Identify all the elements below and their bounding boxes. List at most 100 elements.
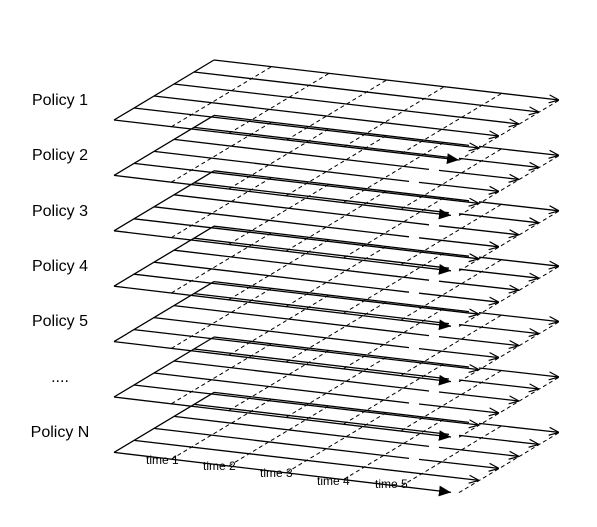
plane-7-stream-4-tail	[438, 446, 519, 456]
plane-1-time-divider-4	[343, 86, 445, 148]
plane-7-time-divider-1	[171, 398, 272, 460]
plane-6-left-edge	[113, 336, 215, 398]
plane-3-time-divider-3	[286, 190, 387, 252]
plane-4-time-divider-5	[401, 259, 502, 321]
plane-4-time-divider-2	[228, 239, 330, 301]
plane-4-time-divider-1	[171, 232, 272, 294]
time-label-5: time 5	[375, 477, 408, 491]
plane-5-time-divider-2	[228, 294, 330, 356]
time-label-2: time 2	[203, 459, 236, 473]
plane-2-stream-5	[193, 126, 450, 159]
plane-7-stream-1	[113, 451, 452, 497]
time-label-1: time 1	[146, 453, 179, 467]
plane-4-stream-4-tail	[438, 280, 519, 290]
plane-4-stream-6	[213, 225, 470, 257]
plane-6-stream-6-tail	[478, 367, 559, 377]
plane-1-time-divider-3	[286, 79, 387, 141]
plane-5-stream-3-tail	[418, 347, 499, 358]
plane-5-time-divider-3	[286, 301, 387, 363]
plane-1-time-divider-5	[401, 93, 502, 154]
plane-6-stream-4-tail	[438, 391, 519, 401]
plane-2-stream-3-tail	[418, 181, 499, 191]
plane-7-stream-5	[193, 403, 450, 436]
policy-label-2: Policy 2	[31, 147, 89, 164]
plane-1-time-divider-2	[228, 72, 330, 134]
plane-2-time-divider-1	[171, 121, 272, 183]
plane-1-time-divider-1	[171, 66, 272, 128]
plane-7-stream-6	[213, 391, 470, 424]
plane-5-stream-4	[173, 304, 430, 337]
plane-4-stream-3-tail	[418, 292, 499, 302]
time-label-3: time 3	[260, 466, 293, 480]
plane-2-time-divider-5	[401, 148, 502, 210]
plane-6-stream-1	[113, 396, 452, 441]
plane-6-time-divider-1	[171, 343, 272, 405]
plane-1-left-edge	[113, 59, 215, 121]
policy-label-ellipsis: ....	[51, 369, 69, 386]
plane-3-stream-1	[113, 230, 452, 275]
plane-1-stream-3	[153, 95, 499, 136]
plane-1-stream-6	[213, 59, 559, 100]
policy-label-n: Policy N	[30, 424, 90, 441]
plane-7-time-divider-2	[228, 405, 330, 467]
plane-3-time-divider-6	[458, 210, 560, 272]
plane-4-stream-6-tail	[478, 256, 559, 266]
plane-6-stream-5	[193, 348, 450, 380]
plane-7-time-divider-3	[286, 412, 387, 473]
plane-4-stream-5-tail	[458, 268, 539, 278]
plane-2-stream-5-tail	[458, 157, 539, 167]
plane-5-time-divider-5	[401, 314, 502, 376]
plane-7-time-divider-4	[343, 418, 445, 480]
plane-4-time-divider-3	[286, 245, 387, 307]
plane-3-time-divider-2	[228, 183, 330, 245]
plane-3-stream-6	[213, 170, 470, 202]
plane-7-time-divider-6	[458, 432, 560, 494]
plane-4-time-divider-6	[458, 265, 560, 327]
plane-2-time-divider-4	[343, 141, 445, 203]
plane-4-time-divider-4	[343, 252, 445, 314]
plane-6-stream-5-tail	[458, 379, 539, 389]
plane-2-time-divider-6	[458, 155, 560, 217]
plane-7-time-divider-5	[401, 425, 502, 487]
plane-5-stream-5	[193, 292, 450, 325]
plane-2-stream-3	[153, 150, 410, 183]
plane-4-stream-4	[173, 249, 430, 281]
plane-4-stream-1	[113, 285, 452, 331]
plane-3-stream-5	[193, 182, 450, 214]
plane-5-stream-3	[153, 316, 410, 349]
plane-7-stream-3-tail	[418, 458, 499, 468]
plane-5-time-divider-1	[171, 287, 272, 349]
plane-2-stream-1	[113, 174, 452, 220]
plane-3-stream-6-tail	[478, 201, 559, 211]
plane-6-stream-3	[153, 372, 410, 404]
policy-label-3: Policy 3	[31, 203, 89, 220]
plane-7-left-edge	[113, 391, 215, 453]
plane-5-stream-6	[213, 280, 470, 313]
plane-3-stream-4-tail	[438, 225, 519, 235]
plane-5-stream-1	[113, 340, 452, 386]
plane-3-stream-3	[153, 206, 410, 238]
plane-3-stream-3-tail	[418, 237, 499, 247]
policy-label-4: Policy 4	[31, 258, 89, 275]
plane-7-stream-6-tail	[478, 422, 559, 432]
plane-7-stream-5-tail	[458, 434, 539, 444]
policy-label-1: Policy 1	[31, 92, 89, 109]
plane-3-stream-5-tail	[458, 213, 539, 223]
plane-2-stream-6-tail	[478, 145, 559, 155]
plane-3-time-divider-1	[171, 177, 272, 238]
plane-7-stream-3	[153, 427, 410, 460]
plane-6-time-divider-6	[458, 376, 560, 438]
plane-5-stream-4-tail	[438, 335, 519, 346]
plane-6-time-divider-3	[286, 356, 387, 418]
plane-5-stream-6-tail	[478, 311, 559, 322]
plane-3-time-divider-5	[401, 203, 502, 265]
plane-5-left-edge	[113, 281, 215, 343]
plane-2-stream-4	[173, 138, 430, 171]
plane-6-stream-4	[173, 360, 430, 392]
plane-3-time-divider-4	[343, 197, 445, 259]
plane-3-stream-4	[173, 194, 430, 226]
plane-5-time-divider-6	[458, 321, 560, 383]
plane-6-stream-6	[213, 336, 470, 368]
